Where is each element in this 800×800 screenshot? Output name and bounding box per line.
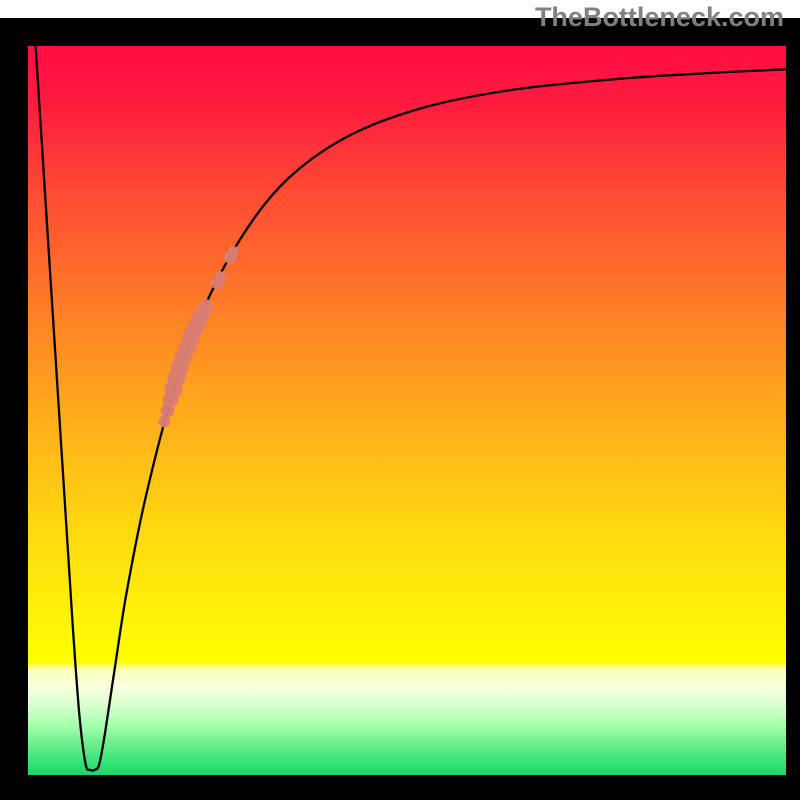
plot-background bbox=[28, 46, 786, 775]
bottleneck-chart bbox=[0, 0, 800, 800]
watermark-text: TheBottleneck.com bbox=[535, 2, 784, 33]
marker-point bbox=[228, 246, 239, 257]
chart-root: TheBottleneck.com bbox=[0, 0, 800, 800]
marker-point bbox=[215, 271, 227, 283]
marker-point bbox=[199, 299, 213, 313]
